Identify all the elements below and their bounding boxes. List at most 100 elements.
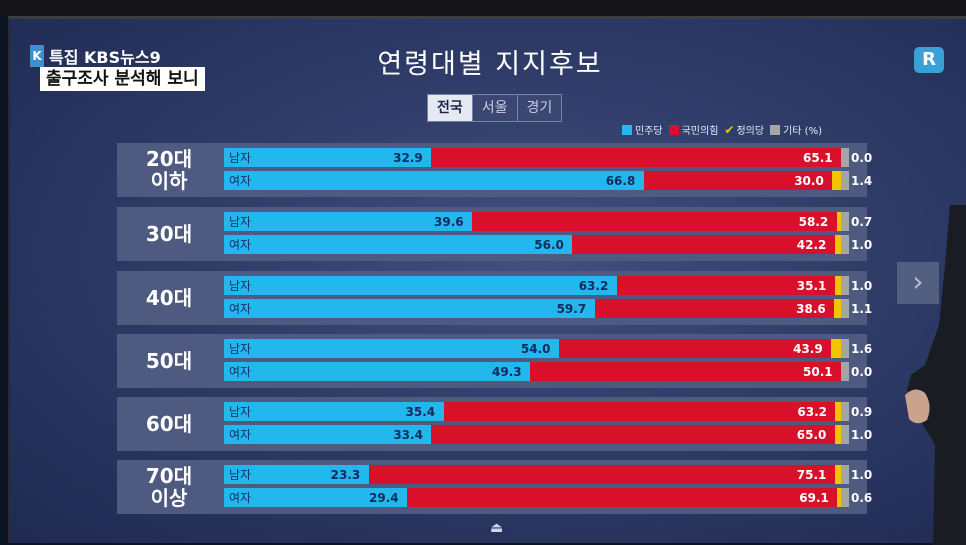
- presenter-silhouette: [905, 205, 966, 545]
- other-segment: [841, 276, 849, 295]
- chart-title: 연령대별 지지후보: [377, 49, 603, 80]
- gender-label: 남자: [229, 151, 252, 165]
- age-group-label: 40대: [117, 271, 221, 325]
- gender-label: 여자: [229, 365, 252, 379]
- democratic-segment: [224, 465, 369, 484]
- eject-icon[interactable]: ⏏: [490, 520, 504, 536]
- bar-row: 66.8 30.0 1.4 여자: [224, 171, 872, 190]
- ppp-segment: [643, 171, 833, 190]
- data-label: 65.1: [803, 151, 833, 165]
- gender-label: 남자: [229, 215, 252, 229]
- other-segment: [841, 362, 849, 381]
- age-group-label: 20대 이하: [117, 143, 221, 197]
- ppp-segment: [572, 235, 835, 254]
- age-group-label: 30대: [117, 207, 221, 261]
- bar-row: 23.3 75.1 1.0 남자: [224, 465, 872, 484]
- tab-gyeonggi[interactable]: 경기: [516, 94, 563, 122]
- next-arrow-button[interactable]: ›: [897, 262, 939, 304]
- data-label: 63.2: [797, 405, 828, 419]
- data-label: 0.7: [851, 215, 873, 229]
- bar-row: 54.0 43.9 1.6 남자: [224, 339, 872, 358]
- data-label: 56.0: [534, 238, 564, 252]
- democratic-segment: [224, 212, 473, 231]
- data-label: 66.8: [605, 174, 636, 188]
- data-label: 38.6: [796, 302, 826, 316]
- data-label: 0.6: [851, 491, 873, 505]
- bar-row: 29.4 69.1 0.6 여자: [224, 488, 872, 507]
- legend-item-ppp: 국민의힘: [668, 122, 719, 137]
- monitor-top-bezel: [0, 0, 966, 16]
- program-title: 특집 KBS뉴스9: [49, 48, 161, 67]
- ppp-segment: [443, 402, 836, 421]
- other-segment: [841, 425, 849, 444]
- gender-label: 여자: [229, 428, 252, 442]
- data-label: 58.2: [798, 215, 829, 229]
- kbs-logo-icon: K: [30, 45, 44, 67]
- data-label: 35.1: [796, 279, 827, 293]
- legend-item-other: 기타 (%): [770, 122, 822, 137]
- data-label: 30.0: [794, 174, 824, 188]
- legend-swatch: [770, 124, 781, 135]
- legend-item-democratic: 민주당: [622, 122, 663, 137]
- other-segment: [841, 235, 849, 254]
- channel-logo-icon: R: [914, 47, 944, 73]
- bar-row: 63.2 35.1 1.0 남자: [224, 276, 872, 295]
- democratic-segment: [224, 276, 617, 295]
- democratic-segment: [224, 235, 573, 254]
- data-label: 75.1: [796, 468, 827, 482]
- age-group-label: 50대: [117, 334, 221, 388]
- data-label: 1.0: [851, 428, 873, 442]
- bar-row: 32.9 65.1 0.0 남자: [224, 148, 872, 167]
- ppp-segment: [594, 299, 835, 318]
- other-segment: [841, 148, 849, 167]
- gender-label: 여자: [229, 238, 252, 252]
- data-label: 54.0: [520, 342, 551, 356]
- justice-segment: [836, 212, 841, 231]
- democratic-segment: [224, 402, 444, 421]
- chart-legend: 민주당 국민의힘 ✔ 정의당 기타 (%): [622, 122, 828, 137]
- justice-segment: [834, 235, 841, 254]
- ppp-segment: [558, 339, 832, 358]
- democratic-segment: [224, 362, 531, 381]
- tab-national[interactable]: 전국: [427, 94, 473, 122]
- democratic-segment: [224, 299, 595, 318]
- age-group-label: 70대 이상: [117, 460, 221, 514]
- data-label: 39.6: [434, 215, 464, 229]
- region-tabs: 전국 서울 경기: [427, 94, 563, 122]
- data-label: 0.9: [851, 405, 873, 419]
- data-label: 49.3: [492, 365, 522, 379]
- ppp-segment: [368, 465, 835, 484]
- ppp-segment: [431, 148, 841, 167]
- other-segment: [841, 339, 849, 358]
- data-label: 1.4: [851, 174, 873, 188]
- gender-label: 여자: [229, 174, 252, 188]
- bar-row: 56.0 42.2 1.0 여자: [224, 235, 872, 254]
- justice-segment: [835, 402, 841, 421]
- data-label: 0.0: [851, 365, 873, 379]
- data-label: 23.3: [330, 468, 361, 482]
- data-label: 59.7: [556, 302, 587, 316]
- legend-label: 국민의힘: [681, 126, 719, 137]
- legend-label: 정의당: [736, 126, 765, 137]
- legend-label: 기타 (%): [783, 126, 822, 137]
- bar-row: 35.4 63.2 0.9 남자: [224, 402, 872, 421]
- data-label: 33.4: [393, 428, 423, 442]
- legend-item-justice: ✔ 정의당: [724, 122, 765, 138]
- ppp-segment: [407, 488, 838, 507]
- gender-label: 여자: [229, 491, 252, 505]
- data-label: 42.2: [796, 238, 827, 252]
- data-label: 69.1: [799, 491, 829, 505]
- justice-segment: [834, 276, 841, 295]
- news-subtitle: 출구조사 분석해 보니: [40, 67, 205, 91]
- data-label: 65.0: [796, 428, 827, 442]
- tab-seoul[interactable]: 서울: [471, 94, 518, 122]
- data-label: 43.9: [793, 342, 823, 356]
- program-badge: K 특집 KBS뉴스9: [30, 44, 161, 68]
- justice-segment: [831, 339, 841, 358]
- data-label: 32.9: [393, 151, 423, 165]
- bar-row: 59.7 38.6 1.1 여자: [224, 299, 872, 318]
- check-icon: ✔: [724, 122, 735, 137]
- data-label: 1.1: [851, 302, 873, 316]
- legend-swatch: [622, 124, 632, 135]
- democratic-segment: [224, 488, 408, 507]
